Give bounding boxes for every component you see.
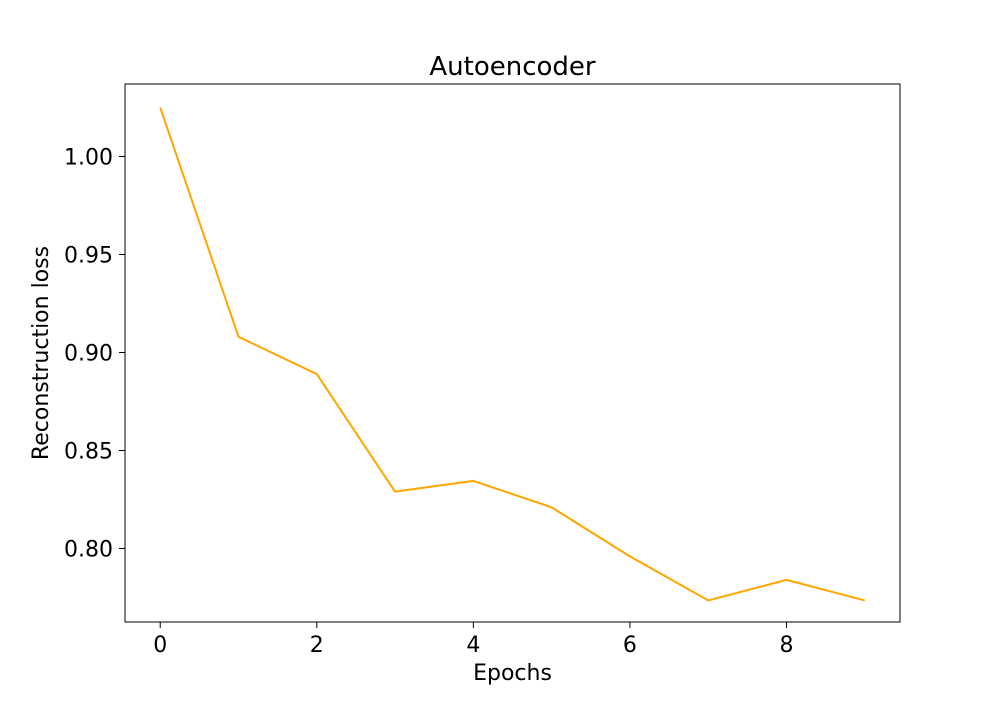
x-tick-label: 8 [779,633,793,658]
plot-layer [159,107,866,602]
data-point [864,599,866,601]
chart-title: Autoencoder [429,52,596,82]
plot-frame [124,83,901,623]
data-point [316,373,318,375]
y-tick-label: 0.80 [64,538,113,563]
data-point [472,480,474,482]
x-tick-label: 2 [310,633,324,658]
data-point [394,491,396,493]
data-point [707,599,709,601]
series-line [159,107,866,602]
data-point [551,506,553,508]
x-tick-label: 6 [623,633,637,658]
y-tick-label: 1.00 [64,146,113,171]
data-point [785,579,787,581]
x-axis-label: Epochs [473,661,552,686]
x-tick-label: 0 [153,633,167,658]
data-point [629,555,631,557]
y-tick-label: 0.90 [64,342,113,367]
data-point [238,336,240,338]
y-tick-label: 0.85 [64,440,113,465]
ticks-layer: 0 2 4 6 8 0.80 0.85 0.90 0.95 1.00 [64,146,793,658]
y-axis-label: Reconstruction loss [29,246,54,460]
data-point [159,107,161,109]
x-tick-label: 4 [466,633,480,658]
y-tick-label: 0.95 [64,244,113,269]
